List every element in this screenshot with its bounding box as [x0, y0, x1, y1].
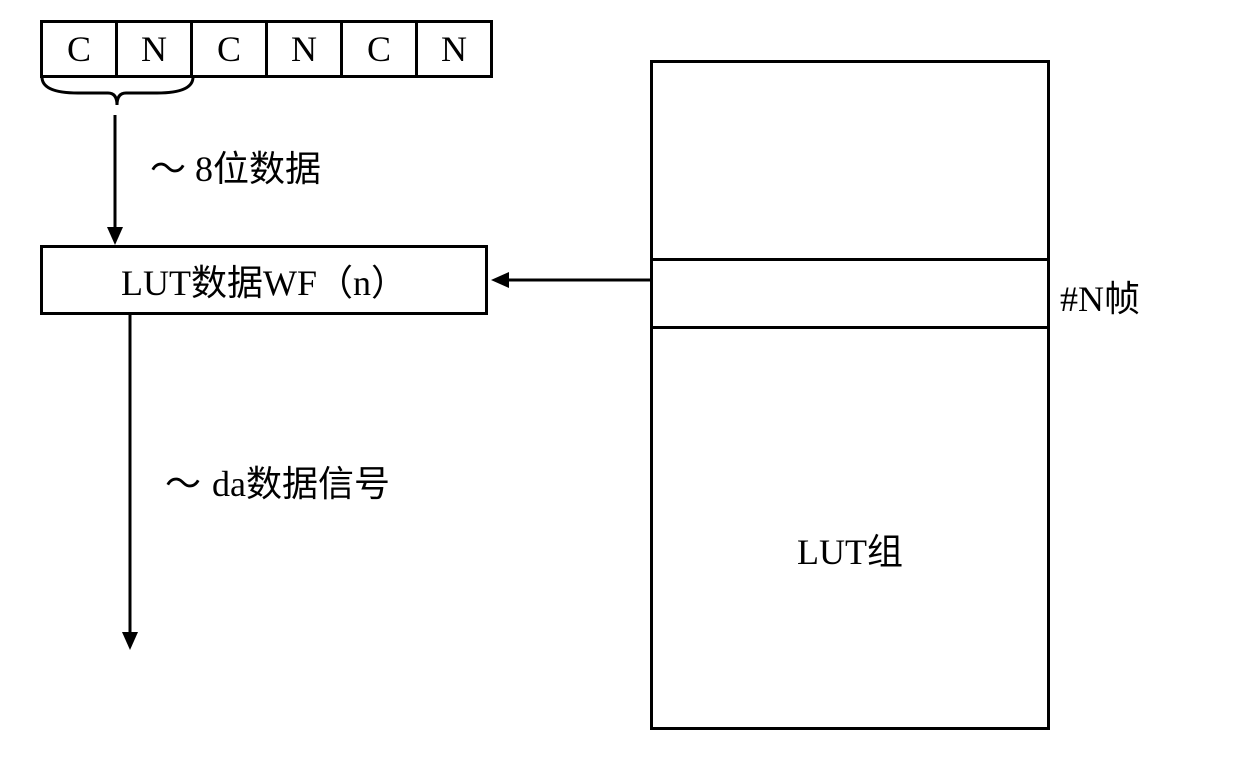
cn-cell: N [415, 20, 493, 78]
label-da-signal: da数据信号 [212, 455, 390, 507]
arrow-down-1 [100, 105, 130, 250]
divider [653, 258, 1047, 261]
lut-wf-box: LUT数据WF（n） [40, 245, 488, 315]
cn-cell: C [340, 20, 418, 78]
lut-wf-text: LUT数据WF（n） [121, 254, 407, 306]
cn-cell: C [40, 20, 118, 78]
lut-group-box: LUT组 [650, 60, 1050, 730]
tilde-icon: ～ [150, 140, 186, 192]
label-8bit-data: 8位数据 [195, 140, 321, 192]
cn-input-row: C N C N C N [40, 20, 493, 78]
frame-n-label: #N帧 [1060, 270, 1140, 322]
arrow-left [488, 265, 653, 295]
cn-cell: N [265, 20, 343, 78]
divider [653, 326, 1047, 329]
arrow-down-2 [115, 315, 145, 655]
block-diagram: C N C N C N ～ 8位数据 LUT数据WF（n） ～ da数据信号 L… [0, 0, 1239, 763]
tilde-icon: ～ [165, 455, 201, 507]
lut-group-label: LUT组 [653, 523, 1047, 575]
cn-cell: N [115, 20, 193, 78]
cn-cell: C [190, 20, 268, 78]
